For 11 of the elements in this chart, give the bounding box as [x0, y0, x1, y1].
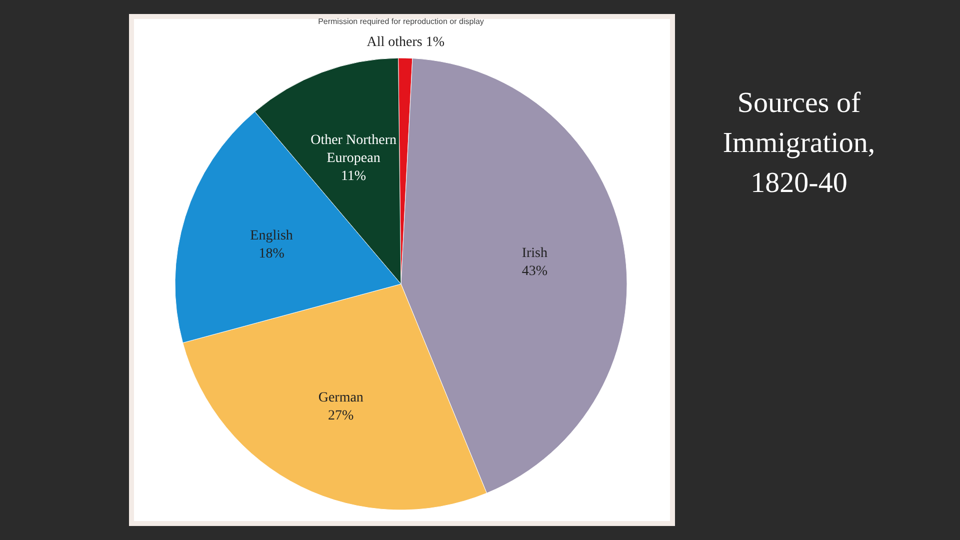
slice-label: English — [250, 228, 293, 244]
slice-label: All others 1% — [366, 35, 445, 50]
data-label: 18% — [258, 246, 285, 262]
data-label: 27% — [328, 408, 354, 424]
slice-label: Other Northern European — [310, 132, 396, 166]
slice-label: German — [318, 390, 364, 406]
text: Permission required for reproduction or display — [318, 17, 484, 26]
data-label: 11% — [340, 168, 366, 184]
text: Sources of Immigration, 1820-40 — [722, 87, 876, 199]
slice-label: Irish — [522, 246, 548, 262]
data-label: 43% — [522, 264, 548, 280]
